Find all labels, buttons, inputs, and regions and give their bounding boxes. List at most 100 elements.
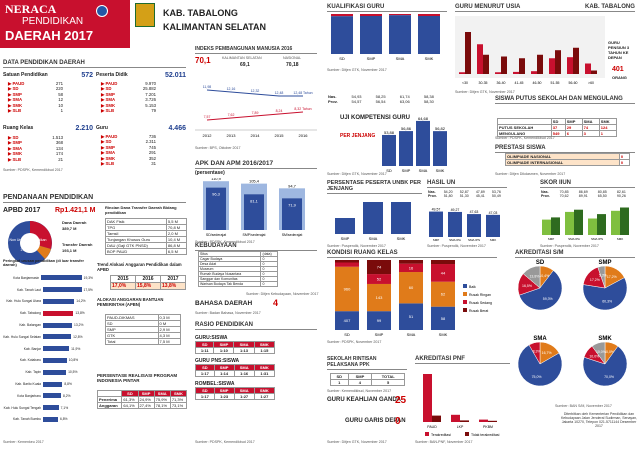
rasio-tables: GURU:SISWA SD SMP SMA SMK 1:11 1:10 1:13 1:15 GUR… [194, 331, 276, 400]
peringkat-bar [43, 405, 59, 411]
stat-value: 174 [55, 151, 63, 157]
prestasi-title: PRESTASI SISWA [495, 145, 635, 153]
rasio-value: 1:10 [213, 347, 235, 354]
ipm-top-label: 12,48 Tahun [293, 91, 312, 95]
ipm-year: 2013 [227, 133, 237, 138]
ipm-year: 2016 [299, 133, 309, 138]
usia-bar-bukan [555, 50, 561, 74]
rasio-value: 1:15 [253, 347, 276, 354]
score-row: Nas. 54,20 52,87 47,89 53,76 [427, 190, 507, 194]
ipm-bottom-label: 7,89 [252, 111, 259, 115]
rasio-value: 1:31 [253, 370, 276, 377]
stat-row: ▶ SLB 31 [101, 161, 156, 166]
hasil-un-table: Nas. 54,20 52,87 47,89 53,76 Prov. 51,80 51,30 4… [427, 190, 507, 198]
peringkat-row: Kab. Tanah Bumbu 6,8% [3, 414, 93, 426]
stat-value: 3.726 [145, 97, 156, 103]
peringkat-name: Kab. Tanah Bumbu [13, 417, 41, 422]
stat-label: ▶ SMP [101, 144, 115, 150]
pie-title: SMP [598, 260, 611, 266]
rintisan-value: 4 [347, 379, 373, 386]
putus-value: 1 [598, 130, 618, 137]
usia-bar-bukan [573, 47, 579, 74]
rasio-value: 1:13 [233, 347, 255, 354]
iiun-category: SMK [617, 237, 624, 241]
stat-label: ▶ SLB [8, 108, 22, 114]
peringkat-row: Kab. Balangan 13,2% [3, 319, 93, 331]
usia-category: <30 [462, 81, 468, 85]
kondisi-value: 960 [344, 286, 351, 291]
stat-row: ▶ SMP 58 [8, 92, 63, 97]
pie-slice [597, 265, 606, 289]
header-title-2: PENDIDIKAN [22, 16, 84, 27]
score-cell: 54,20 [443, 190, 453, 194]
usia-title: GURU MENURUT USIA [455, 4, 635, 12]
usia-bar-pns [531, 71, 537, 74]
usia-chart: <30 30-35 36-40 41-45 46-50 51-55 56-60 >60 [455, 16, 605, 85]
unbk-bar [391, 202, 411, 234]
pnf-bar-ter [479, 419, 488, 422]
ukg-bar [416, 120, 430, 166]
source-ukg: Sumber: Ditjen GTK, November 2017 [327, 172, 387, 176]
kondisi-value: 62 [441, 292, 446, 297]
realisasi-title: PERSENTASE REALISASI PROGRAM INDONESIA P… [97, 373, 178, 383]
usia-bar-bukan [483, 54, 489, 74]
peringkat-bar [43, 346, 70, 352]
rasio-label: ROMBEL:SISWA [195, 381, 235, 387]
rintisan-title: SEKOLAH RINTISAN PELAKSANA PPK [327, 356, 407, 370]
stat-label: ▶ SMP [101, 91, 115, 97]
apk-category: SD/sederajat [206, 233, 226, 237]
transfer-label: Transfer Daerah [62, 242, 93, 247]
stat-label: ▶ SMK [8, 102, 23, 108]
ipm-top-label: 12,32 [251, 89, 260, 93]
apm-label: 81,1 [250, 198, 259, 203]
pie-label: 10,0% [596, 350, 606, 354]
pie-slice [517, 344, 563, 387]
stat-value: 352 [148, 155, 156, 161]
hasil-un-title: HASIL UN [427, 180, 507, 188]
dana-daerah-label: Dana Daerah [62, 220, 87, 225]
stat-label: ▶ SMA [8, 97, 23, 103]
rasio-table: SD SMP SMA SMK 1:17 1:14 1:16 1:31 [195, 364, 276, 377]
stat-label: ▶ SMK [8, 151, 23, 157]
pie-slice [582, 345, 628, 387]
pie-label: 75,0% [532, 375, 542, 379]
pie-slice [518, 270, 563, 311]
peserta-total: 52.011 [164, 72, 186, 79]
pensiun-value: 401 [612, 66, 624, 73]
peringkat-row: Kab. Tanah Laut 17,5% [3, 284, 93, 296]
stat-row: ▶ SLB 21 [8, 157, 63, 162]
ipm-bottom-label: 7,62 [228, 113, 235, 117]
pie-label: 16,7% [542, 351, 552, 355]
ipm-series-hls [206, 89, 303, 97]
kondisi-bar-ringan [335, 266, 359, 312]
rasio-values: 1:17 1:23 1:27 1:27 [195, 393, 276, 400]
score-cell: Nas. [428, 190, 436, 194]
score-row: Nas. 70,85 86,69 80,85 82,61 [540, 190, 635, 194]
peringkat-row: Kab. Hulu Sungai Utara 14,2% [3, 296, 93, 308]
rincian-row: DAU (Gaji GTK PNSD) 86,8 M [105, 242, 188, 249]
ukg-cell: 58,38 [423, 94, 434, 99]
stat-row: ▶ SMK 352 [101, 156, 156, 161]
region-name: KAB. TABALONG [163, 8, 238, 18]
score-cell: Prov. [541, 194, 550, 198]
peringkat-value: 11,9% [71, 346, 81, 351]
usia-bar-bukan [537, 54, 543, 74]
stat-row: ▶ SMA 291 [101, 150, 156, 155]
iiun-bar-2016 [565, 211, 574, 235]
stat-label: ▶ SLB [101, 161, 115, 167]
stat-value: 10 [58, 102, 63, 108]
iiun-chart: SMP SMA IPA SMA IPS SMK [542, 207, 629, 241]
iiun-bar-2016 [611, 210, 620, 235]
kebudayaan-title: KEBUDAYAAN [195, 243, 317, 251]
kualifikasi-category: SMP [367, 56, 376, 61]
pie-slice [591, 341, 606, 365]
kualifikasi-category: SD [339, 56, 345, 61]
iiun-category: SMA IPA [568, 237, 580, 241]
stat-value: 79 [151, 108, 156, 114]
kondisi-value: 52 [377, 277, 382, 282]
peringkat-bar [43, 310, 74, 316]
kualifikasi-category: SMA [396, 56, 405, 61]
kondisi-legend-label: Rusak Ringan [469, 293, 491, 297]
hasil-un-value: 49,27 [451, 208, 460, 212]
score-cell: Prov. [428, 194, 437, 198]
